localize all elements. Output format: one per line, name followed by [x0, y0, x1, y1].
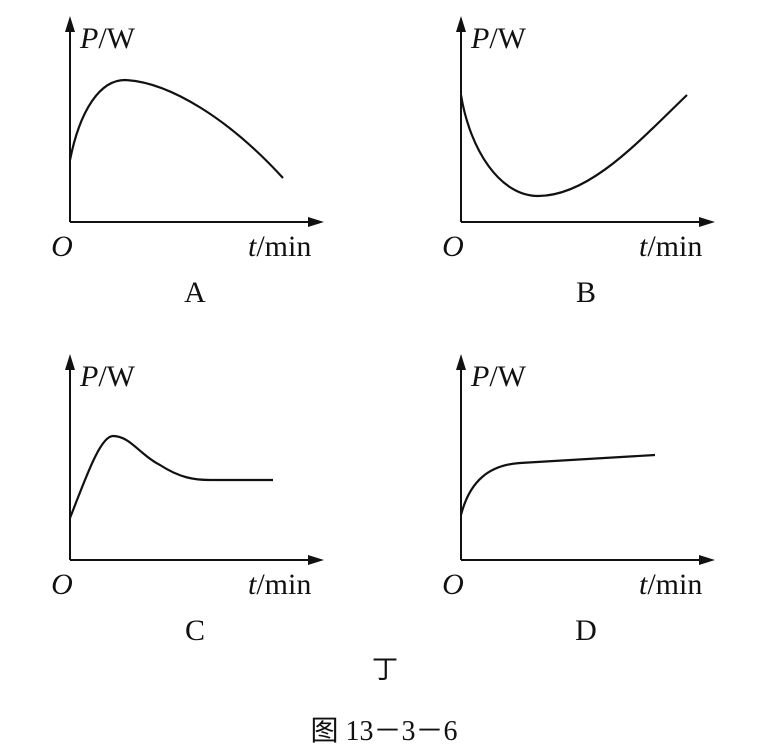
- x-axis-label: t/min: [248, 568, 311, 601]
- x-axis-symbol: t: [248, 230, 257, 263]
- y-axis-unit: /W: [98, 360, 135, 393]
- y-axis-unit: /W: [98, 22, 135, 55]
- caption: 图 13－3－6: [310, 716, 457, 747]
- graph-panel: P/W O t/min A: [51, 16, 324, 309]
- origin-label: O: [51, 568, 73, 601]
- y-axis-unit: /W: [489, 360, 526, 393]
- graph-panel: P/W O t/min D: [442, 354, 715, 647]
- panel-label: A: [184, 276, 206, 309]
- y-axis-label: P/W: [470, 360, 527, 393]
- panel-label: D: [575, 614, 597, 647]
- x-axis-symbol: t: [639, 230, 648, 263]
- x-axis-label: t/min: [248, 230, 311, 263]
- x-axis-unit: /min: [647, 230, 702, 263]
- panel-label: B: [576, 276, 596, 309]
- y-axis-arrow: [456, 16, 466, 32]
- curve: [459, 453, 656, 516]
- y-axis-unit: /W: [489, 22, 526, 55]
- y-axis-arrow: [65, 354, 75, 370]
- x-axis-arrow: [699, 555, 715, 565]
- origin-label: O: [442, 568, 464, 601]
- x-axis-arrow: [308, 555, 324, 565]
- curve: [68, 78, 284, 179]
- x-axis-label: t/min: [639, 568, 702, 601]
- y-axis-arrow: [456, 354, 466, 370]
- y-axis-label: P/W: [79, 360, 136, 393]
- y-axis-symbol: P: [79, 22, 98, 55]
- panel-label: C: [185, 614, 205, 647]
- curve: [68, 434, 273, 519]
- curve: [459, 94, 688, 198]
- x-axis-arrow: [308, 217, 324, 227]
- x-axis-unit: /min: [256, 568, 311, 601]
- x-axis-unit: /min: [256, 230, 311, 263]
- graph-panel: P/W O t/min C: [51, 354, 324, 647]
- x-axis-arrow: [699, 217, 715, 227]
- y-axis-symbol: P: [470, 22, 489, 55]
- y-axis-label: P/W: [470, 22, 527, 55]
- group-label: 丁: [372, 655, 398, 684]
- x-axis-label: t/min: [639, 230, 702, 263]
- y-axis-symbol: P: [470, 360, 489, 393]
- y-axis-arrow: [65, 16, 75, 32]
- y-axis-label: P/W: [79, 22, 136, 55]
- graph-panel: P/W O t/min B: [442, 16, 715, 309]
- origin-label: O: [51, 230, 73, 263]
- y-axis-symbol: P: [79, 360, 98, 393]
- origin-label: O: [442, 230, 464, 263]
- x-axis-symbol: t: [248, 568, 257, 601]
- x-axis-unit: /min: [647, 568, 702, 601]
- x-axis-symbol: t: [639, 568, 648, 601]
